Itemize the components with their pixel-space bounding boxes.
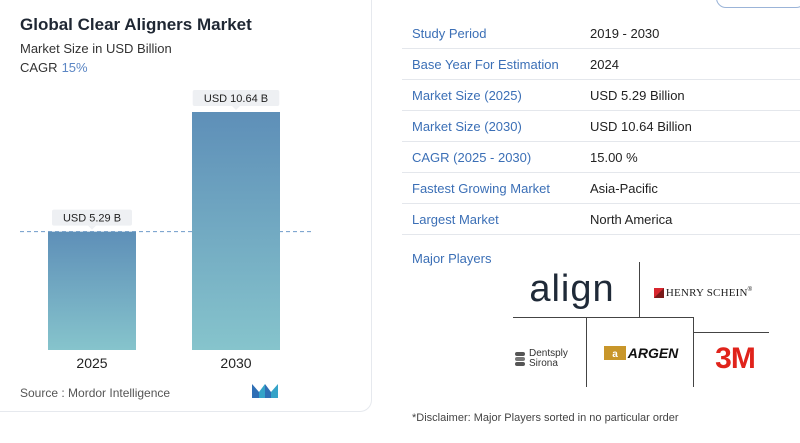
align-logo: align	[522, 266, 622, 312]
cagr-label: CAGR	[20, 60, 58, 75]
argen-text: ARGEN	[627, 345, 679, 361]
data-label-text: USD 10.64 B	[204, 93, 268, 105]
dentsply-sirona-logo: Dentsply Sirona	[515, 344, 585, 374]
bar-2030	[192, 112, 280, 350]
chart-title: Global Clear Aligners Market	[20, 15, 252, 34]
dentsply-text: Dentsply	[529, 347, 568, 359]
data-label-2030: USD 10.64 B	[192, 90, 280, 110]
registered-mark: ®	[747, 287, 753, 293]
chart-card: Global Clear Aligners Market Market Size…	[0, 0, 372, 412]
henry-schein-logo: HENRY SCHEIN ®	[648, 283, 758, 303]
x-tick-label: 2030	[220, 355, 251, 371]
info-row: CAGR (2025 - 2030) 15.00 %	[402, 142, 800, 173]
cagr-value: 15%	[61, 60, 88, 75]
logo-divider	[586, 317, 587, 387]
logo-divider	[586, 317, 693, 318]
henry-schein-icon	[653, 288, 664, 298]
info-key: Market Size (2030)	[412, 118, 522, 134]
info-key: Largest Market	[412, 211, 499, 227]
logo-divider	[693, 332, 769, 333]
info-row: Market Size (2025) USD 5.29 Billion	[402, 80, 800, 111]
bar-chart: USD 5.29 B 2025 USD 10.64 B 2030	[20, 90, 312, 371]
info-row: Market Size (2030) USD 10.64 Billion	[402, 111, 800, 142]
mordor-intelligence-logo	[252, 384, 278, 398]
3m-logo: 3M	[700, 342, 770, 376]
info-key: Study Period	[412, 25, 487, 41]
info-key: Fastest Growing Market	[412, 180, 550, 196]
disclaimer: *Disclaimer: Major Players sorted in no …	[412, 412, 679, 424]
dentsply-sirona-icon	[515, 352, 525, 366]
bar-2025	[48, 231, 136, 350]
sirona-text: Sirona	[529, 358, 558, 369]
info-value: North America	[590, 211, 673, 227]
data-label-text: USD 5.29 B	[63, 213, 121, 225]
chart-subtitle: Market Size in USD Billion	[20, 41, 172, 56]
data-label-2025: USD 5.29 B	[52, 209, 132, 230]
info-key: Market Size (2025)	[412, 87, 522, 103]
info-value: 2019 - 2030	[590, 25, 660, 41]
info-key: CAGR (2025 - 2030)	[412, 149, 532, 165]
info-row: Largest Market North America	[402, 204, 800, 235]
argen-logo: a ARGEN	[596, 343, 686, 363]
x-tick-label: 2025	[76, 355, 107, 371]
logo-divider	[693, 317, 694, 387]
info-row: Study Period 2019 - 2030	[402, 18, 800, 49]
info-row: Fastest Growing Market Asia-Pacific	[402, 173, 800, 204]
header-button[interactable]	[716, 0, 800, 8]
info-value: 15.00 %	[590, 149, 638, 165]
argen-icon: a	[603, 346, 626, 360]
info-row: Base Year For Estimation 2024	[402, 49, 800, 80]
henry-schein-text: HENRY SCHEIN	[665, 287, 748, 299]
source-text: Source : Mordor Intelligence	[20, 386, 171, 400]
info-value: 2024	[590, 56, 619, 72]
info-value: USD 10.64 Billion	[590, 118, 692, 134]
info-value: USD 5.29 Billion	[590, 87, 685, 103]
align-logo-text: align	[529, 268, 615, 310]
info-table: Study Period 2019 - 2030 Base Year For Est…	[402, 18, 800, 235]
info-key: Base Year For Estimation	[412, 56, 559, 72]
svg-text:a: a	[612, 349, 618, 360]
3m-text: 3M	[715, 342, 756, 375]
cagr-line: CAGR 15%	[20, 60, 88, 75]
info-value: Asia-Pacific	[590, 180, 658, 196]
major-players-label: Major Players	[412, 251, 492, 266]
logo-divider	[639, 262, 640, 318]
logo-divider	[513, 317, 587, 318]
